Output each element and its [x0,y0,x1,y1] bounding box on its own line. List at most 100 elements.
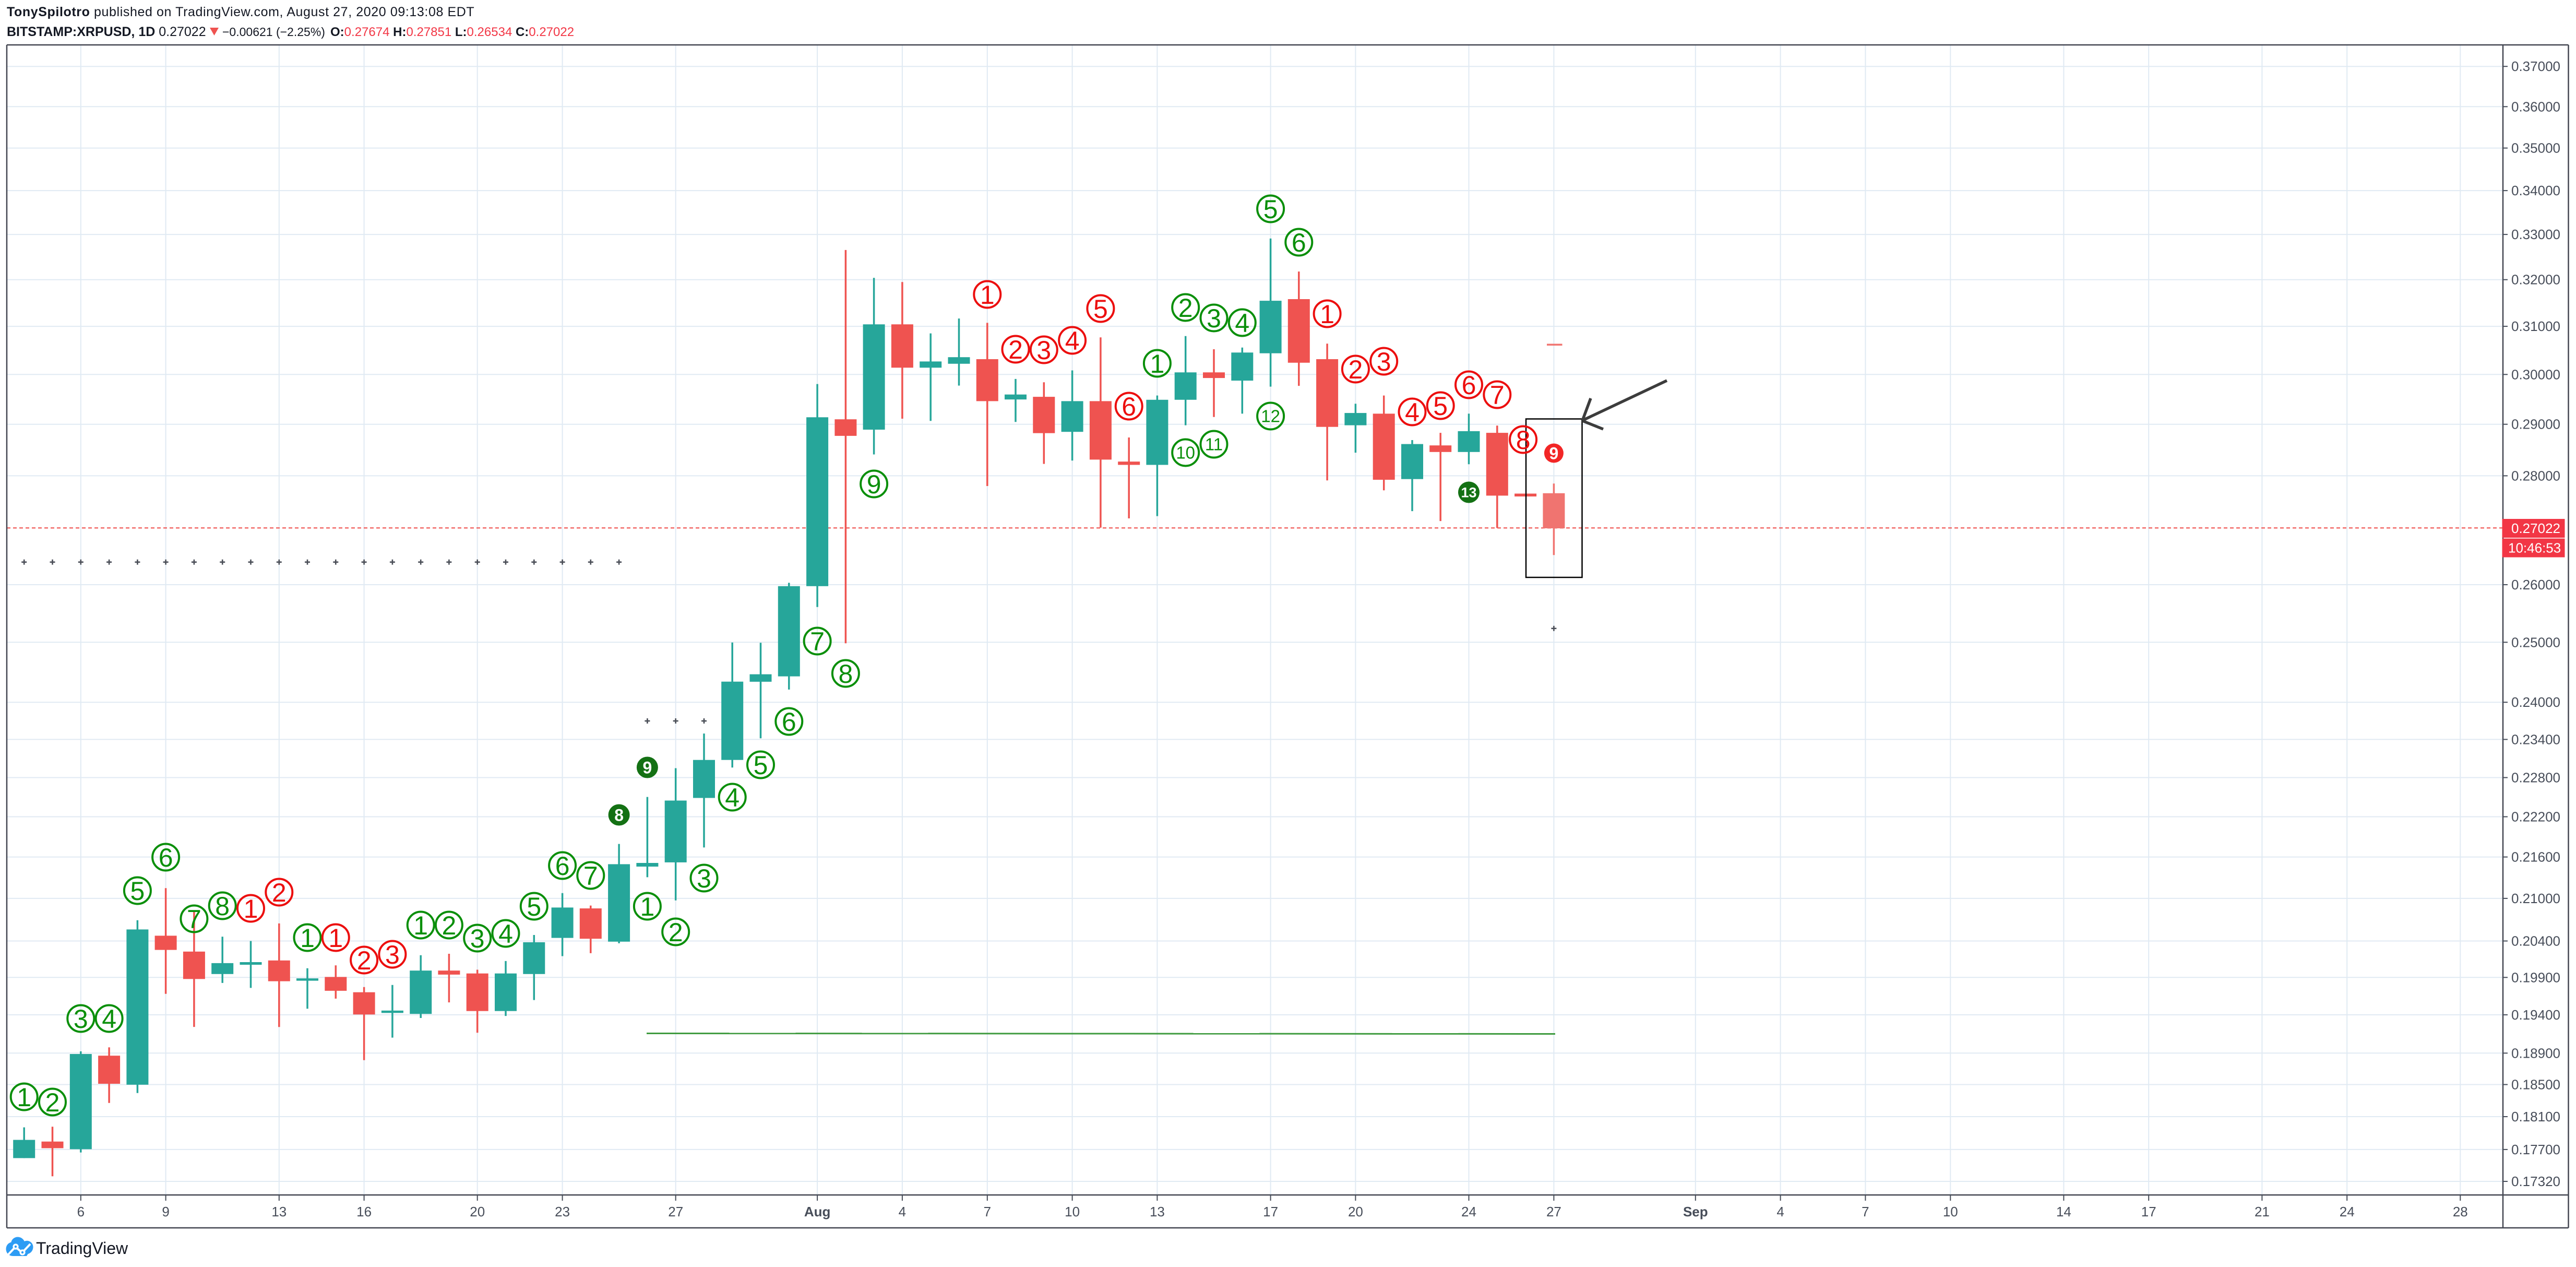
svg-text:4: 4 [1235,309,1249,338]
svg-text:2: 2 [272,878,287,907]
svg-text:0.31000: 0.31000 [2511,318,2560,334]
svg-text:2: 2 [669,918,683,947]
svg-text:0.36000: 0.36000 [2511,99,2560,114]
svg-text:2: 2 [442,911,456,940]
svg-text:6: 6 [1462,371,1476,400]
svg-text:1: 1 [17,1083,31,1112]
svg-text:5: 5 [754,751,768,780]
svg-text:0.21600: 0.21600 [2511,849,2560,865]
svg-text:20: 20 [1348,1204,1363,1219]
svg-text:0.32000: 0.32000 [2511,272,2560,288]
svg-text:2: 2 [1178,293,1193,323]
svg-text:28: 28 [2453,1204,2468,1219]
svg-text:3: 3 [697,864,711,893]
svg-text:0.22800: 0.22800 [2511,770,2560,786]
svg-text:4: 4 [498,919,513,949]
svg-text:20: 20 [470,1204,485,1219]
svg-text:7: 7 [1862,1204,1869,1219]
svg-text:Aug: Aug [804,1204,831,1219]
svg-text:24: 24 [2340,1204,2355,1219]
svg-text:0.37000: 0.37000 [2511,58,2560,74]
svg-text:10: 10 [1943,1204,1958,1219]
svg-text:0.23400: 0.23400 [2511,731,2560,747]
svg-text:3: 3 [1207,304,1221,333]
svg-text:6: 6 [77,1204,85,1219]
svg-text:1: 1 [640,892,654,921]
svg-text:5: 5 [130,877,145,906]
svg-text:BITSTAMP:XRPUSD, 1D 0.27022: BITSTAMP:XRPUSD, 1D 0.27022 [7,25,206,39]
svg-text:4: 4 [1776,1204,1784,1219]
svg-text:1: 1 [1150,349,1164,378]
svg-text:9: 9 [643,759,652,777]
svg-text:1: 1 [328,923,343,953]
svg-text:21: 21 [2255,1204,2270,1219]
svg-text:O:0.27674 H:0.27851 L:0.26534: O:0.27674 H:0.27851 L:0.26534 C:0.27022 [330,25,574,39]
svg-text:5: 5 [1433,392,1448,421]
svg-text:0.18500: 0.18500 [2511,1077,2560,1093]
svg-text:6: 6 [555,851,570,881]
svg-text:0.18900: 0.18900 [2511,1045,2560,1061]
svg-text:23: 23 [555,1204,570,1219]
svg-text:11: 11 [1205,435,1223,454]
svg-text:3: 3 [74,1004,88,1034]
svg-text:0.20400: 0.20400 [2511,933,2560,949]
svg-text:10: 10 [1176,443,1195,463]
svg-text:4: 4 [899,1204,906,1219]
svg-text:0.25000: 0.25000 [2511,634,2560,650]
svg-text:13: 13 [271,1204,287,1219]
svg-text:8: 8 [215,892,230,921]
svg-text:14: 14 [2056,1204,2071,1219]
svg-text:5: 5 [1093,294,1108,324]
svg-text:7: 7 [810,627,825,656]
svg-text:2: 2 [357,946,372,975]
svg-text:2: 2 [1348,355,1363,384]
svg-text:TonySpilotro published on Trad: TonySpilotro published on TradingView.co… [7,5,474,19]
svg-text:0.34000: 0.34000 [2511,183,2560,198]
svg-text:7: 7 [583,861,598,891]
svg-text:4: 4 [1405,398,1420,427]
svg-text:0.26000: 0.26000 [2511,577,2560,593]
svg-text:1: 1 [300,923,315,953]
svg-text:8: 8 [838,659,853,689]
svg-text:1: 1 [980,280,995,310]
svg-text:0.24000: 0.24000 [2511,694,2560,710]
svg-text:9: 9 [1549,444,1559,463]
svg-text:4: 4 [1065,326,1080,356]
svg-text:6: 6 [1122,392,1136,421]
svg-text:7: 7 [187,905,201,934]
svg-text:9: 9 [867,470,881,499]
svg-text:9: 9 [162,1204,169,1219]
svg-text:3: 3 [1377,347,1391,376]
svg-text:3: 3 [1036,336,1051,365]
svg-text:0.28000: 0.28000 [2511,468,2560,483]
svg-text:6: 6 [1292,228,1306,257]
svg-text:0.21000: 0.21000 [2511,891,2560,906]
svg-text:TradingView: TradingView [36,1239,128,1258]
svg-text:10: 10 [1065,1204,1080,1219]
svg-text:0.30000: 0.30000 [2511,366,2560,382]
svg-text:2: 2 [1008,335,1023,364]
svg-text:0.29000: 0.29000 [2511,417,2560,432]
svg-text:0.17700: 0.17700 [2511,1142,2560,1157]
svg-text:10:46:53: 10:46:53 [2508,540,2561,556]
svg-text:0.33000: 0.33000 [2511,227,2560,242]
svg-text:1: 1 [1320,300,1334,329]
svg-text:2: 2 [45,1088,60,1117]
svg-text:0.27022: 0.27022 [2511,520,2560,536]
svg-text:24: 24 [1461,1204,1476,1219]
svg-text:3: 3 [470,924,485,953]
svg-text:6: 6 [159,843,173,872]
svg-text:−0.00621 (−2.25%): −0.00621 (−2.25%) [222,25,325,39]
svg-text:27: 27 [1546,1204,1561,1219]
svg-text:4: 4 [725,783,740,812]
svg-text:0.19900: 0.19900 [2511,969,2560,985]
svg-text:0.18100: 0.18100 [2511,1109,2560,1124]
svg-text:7: 7 [1490,381,1505,410]
svg-text:4: 4 [102,1004,116,1034]
svg-text:0.22200: 0.22200 [2511,809,2560,825]
svg-text:0.19400: 0.19400 [2511,1007,2560,1023]
svg-text:17: 17 [2141,1204,2156,1219]
svg-text:27: 27 [668,1204,683,1219]
svg-text:13: 13 [1150,1204,1165,1219]
svg-text:7: 7 [984,1204,991,1219]
